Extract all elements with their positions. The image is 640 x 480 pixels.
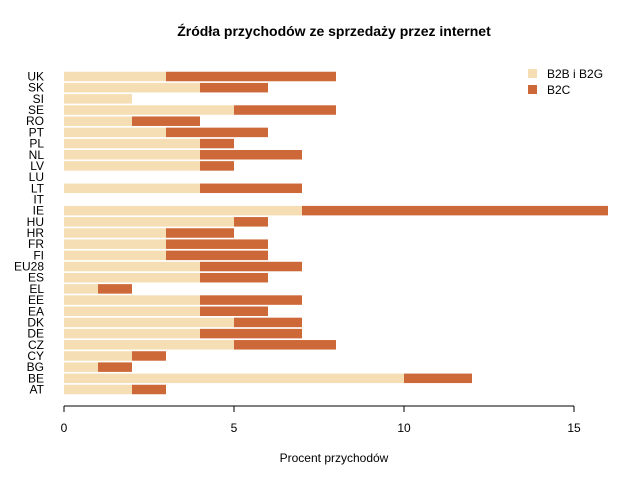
x-axis-label: Procent przychodów xyxy=(280,451,389,465)
legend-label-b2c: B2C xyxy=(547,83,571,97)
category-label-FR: FR xyxy=(28,237,44,251)
bar-IE-b2b-b2g xyxy=(64,205,302,216)
category-label-HU: HU xyxy=(27,215,44,229)
category-label-PT: PT xyxy=(29,125,45,139)
bar-EA-b2b-b2g xyxy=(64,306,200,317)
bar-BE-b2c xyxy=(404,373,472,384)
bar-NL-b2b-b2g xyxy=(64,149,200,160)
bar-HU-b2c xyxy=(234,217,268,227)
bar-LT-b2c xyxy=(200,183,302,194)
x-axis: 0 5 10 15 xyxy=(61,405,581,435)
category-label-BE: BE xyxy=(28,371,44,385)
bar-CZ-b2b-b2g xyxy=(64,340,234,350)
bar-EE-b2c xyxy=(200,295,302,305)
category-label-PL: PL xyxy=(29,137,44,151)
category-label-EE: EE xyxy=(28,293,44,307)
category-label-SI: SI xyxy=(33,92,44,106)
bar-RO-b2c xyxy=(132,116,200,126)
bar-FI-b2b-b2g xyxy=(64,250,166,261)
category-label-DE: DE xyxy=(27,327,44,341)
category-label-EA: EA xyxy=(28,304,44,318)
category-label-AT: AT xyxy=(30,383,45,397)
legend-label-b2b-b2g: B2B i B2G xyxy=(547,67,603,81)
bar-ES-b2c xyxy=(200,272,268,283)
bar-LT-b2b-b2g xyxy=(64,183,200,194)
category-label-LU: LU xyxy=(29,170,44,184)
bar-EU28-b2c xyxy=(200,261,302,272)
category-label-LT: LT xyxy=(31,181,45,195)
legend-swatch-b2b-b2g xyxy=(528,69,537,78)
bar-FR-b2c xyxy=(166,239,268,249)
bar-AT-b2c xyxy=(132,384,166,395)
bar-PL-b2b-b2g xyxy=(64,138,200,149)
bar-BG-b2b-b2g xyxy=(64,362,98,372)
bar-RO-b2b-b2g xyxy=(64,116,132,126)
bar-LV-b2c xyxy=(200,161,234,171)
bar-UK-b2b-b2g xyxy=(64,71,166,82)
bar-HR-b2c xyxy=(166,228,234,238)
category-label-UK: UK xyxy=(27,70,44,84)
category-label-SE: SE xyxy=(28,103,44,117)
category-label-BG: BG xyxy=(27,360,44,374)
bar-CZ-b2c xyxy=(234,340,336,350)
bar-HU-b2b-b2g xyxy=(64,217,234,227)
bar-ES-b2b-b2g xyxy=(64,272,200,283)
bar-EA-b2c xyxy=(200,306,268,317)
bar-CY-b2c xyxy=(132,351,166,361)
bar-DK-b2c xyxy=(234,317,302,328)
category-label-FI: FI xyxy=(33,248,44,262)
category-labels-group: ATBEBGCYCZDEDKEAEEELESEU28FIFRHRHUIEITLT… xyxy=(14,70,45,397)
bar-DK-b2b-b2g xyxy=(64,317,234,328)
category-label-LV: LV xyxy=(30,159,44,173)
bar-EU28-b2b-b2g xyxy=(64,261,200,272)
category-label-ES: ES xyxy=(28,271,44,285)
bar-PL-b2c xyxy=(200,138,234,149)
bars-group xyxy=(64,71,608,395)
bar-PT-b2b-b2g xyxy=(64,127,166,138)
bar-DE-b2b-b2g xyxy=(64,328,200,339)
bar-UK-b2c xyxy=(166,71,336,82)
bar-PT-b2c xyxy=(166,127,268,138)
category-label-IT: IT xyxy=(33,192,44,206)
category-label-IE: IE xyxy=(33,204,44,218)
bar-NL-b2c xyxy=(200,149,302,160)
bar-BG-b2c xyxy=(98,362,132,372)
bar-EL-b2b-b2g xyxy=(64,284,98,294)
bar-FI-b2c xyxy=(166,250,268,261)
category-label-CZ: CZ xyxy=(28,338,44,352)
legend-swatch-b2c xyxy=(528,85,537,94)
category-label-RO: RO xyxy=(26,114,44,128)
bar-IE-b2c xyxy=(302,205,608,216)
chart-title: Źródła przychodów ze sprzedaży przez int… xyxy=(177,23,491,39)
x-tick-label-0: 0 xyxy=(61,421,68,435)
category-label-EU28: EU28 xyxy=(14,260,44,274)
x-tick-label-15: 15 xyxy=(567,421,581,435)
bar-FR-b2b-b2g xyxy=(64,239,166,249)
bar-SK-b2c xyxy=(200,82,268,93)
x-tick-label-5: 5 xyxy=(231,421,238,435)
bar-SK-b2b-b2g xyxy=(64,82,200,93)
bar-SE-b2b-b2g xyxy=(64,105,234,115)
x-tick-label-10: 10 xyxy=(397,421,411,435)
category-label-SK: SK xyxy=(28,81,44,95)
bar-SE-b2c xyxy=(234,105,336,115)
bar-HR-b2b-b2g xyxy=(64,228,166,238)
bar-SI-b2b-b2g xyxy=(64,94,132,104)
category-label-CY: CY xyxy=(27,349,44,363)
category-label-HR: HR xyxy=(27,226,45,240)
bar-EL-b2c xyxy=(98,284,132,294)
legend: B2B i B2G B2C xyxy=(528,67,603,97)
category-label-EL: EL xyxy=(29,282,44,296)
bar-DE-b2c xyxy=(200,328,302,339)
bar-LV-b2b-b2g xyxy=(64,161,200,171)
bar-BE-b2b-b2g xyxy=(64,373,404,384)
bar-CY-b2b-b2g xyxy=(64,351,132,361)
bar-EE-b2b-b2g xyxy=(64,295,200,305)
bar-AT-b2b-b2g xyxy=(64,384,132,395)
category-label-NL: NL xyxy=(29,148,45,162)
category-label-DK: DK xyxy=(27,315,44,329)
